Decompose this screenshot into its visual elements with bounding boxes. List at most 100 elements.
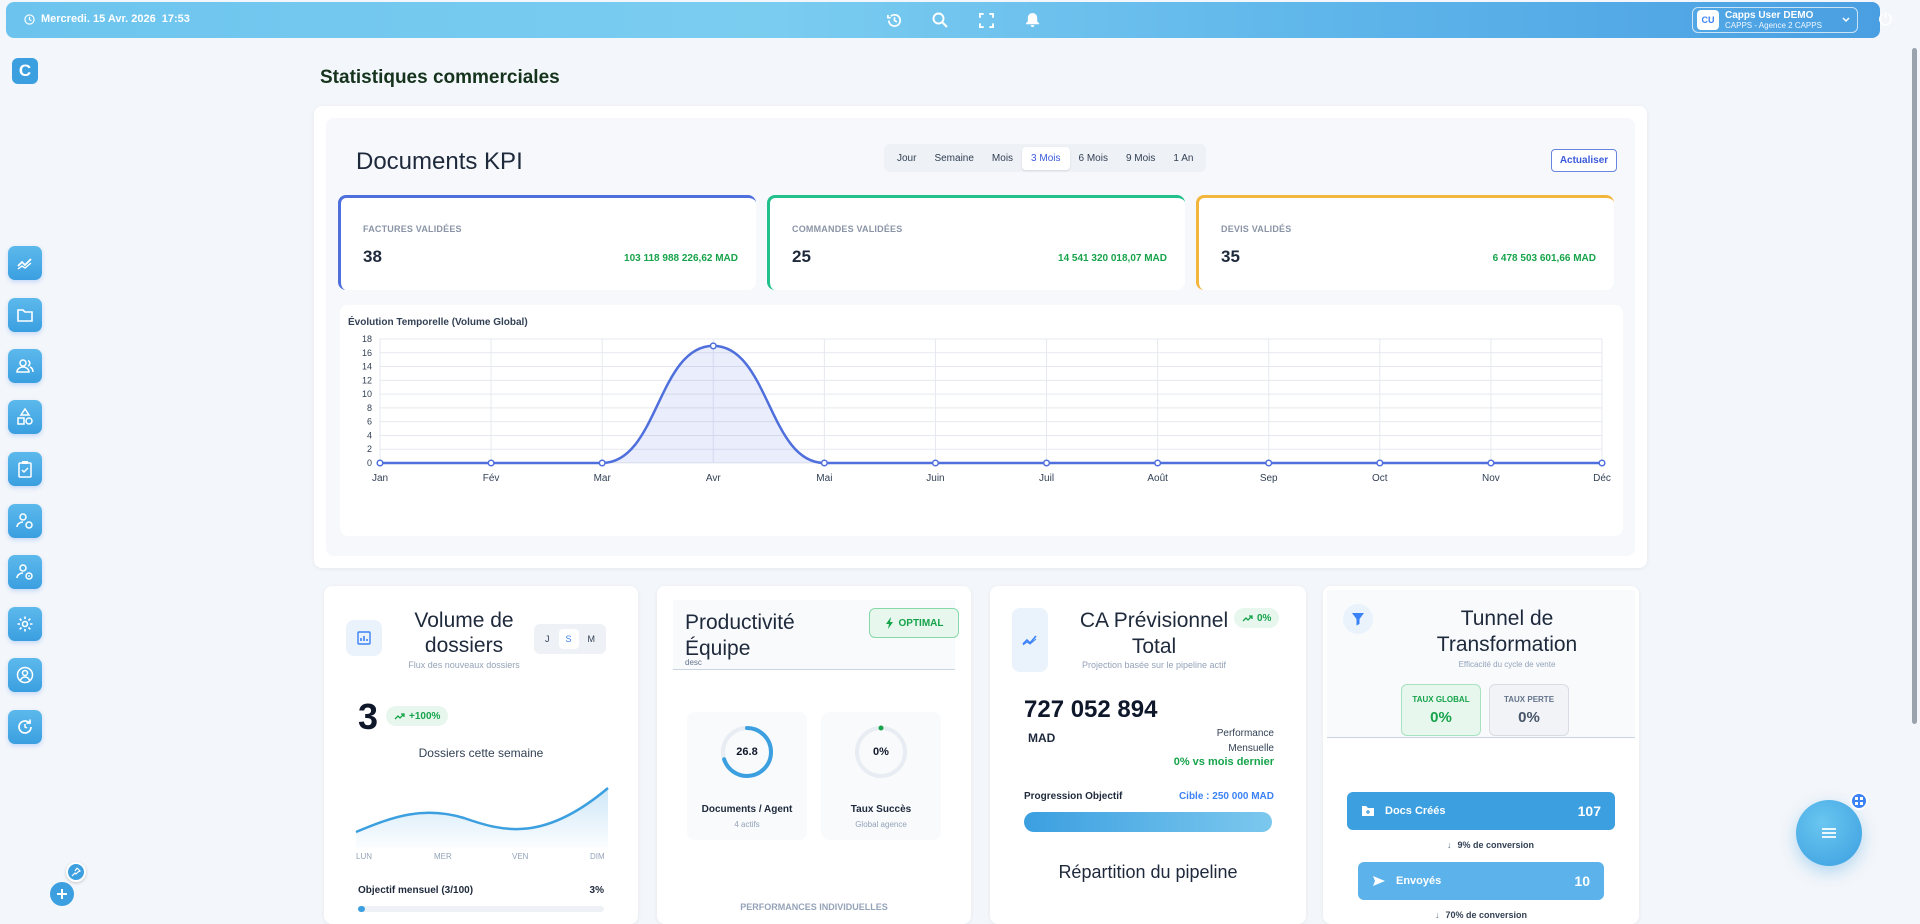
forecast-icon-badge: [1012, 608, 1048, 672]
funnel-subtitle: Efficacité du cycle de vente: [1458, 660, 1556, 669]
user-menu[interactable]: CU Capps User DEMO CAPPS - Agence 2 CAPP…: [1692, 7, 1858, 33]
history-icon[interactable]: [884, 10, 904, 30]
sidebar-item-clients[interactable]: [8, 349, 42, 383]
volume-chart-svg: 0 2 4 6 8 10 12 14 16 18 Jan Fév Mar Avr Mai Juin Juil Ao…: [362, 334, 1611, 484]
metric-value: 26.8: [736, 746, 758, 758]
x-tick-label: Mai: [816, 473, 832, 484]
period-3-mois[interactable]: 3 Mois: [1022, 146, 1070, 170]
sidebar-item-agents[interactable]: [8, 555, 42, 589]
sidebar-item-sync[interactable]: [8, 710, 42, 744]
y-tick-label: 4: [367, 430, 372, 440]
goal-percent: 3%: [589, 885, 604, 896]
power-icon[interactable]: [1878, 11, 1893, 31]
metric-value: 0%: [873, 746, 889, 758]
stat-count: 25: [792, 247, 811, 266]
period-6-mois[interactable]: 6 Mois: [1078, 152, 1108, 164]
x-tick-label: Juil: [1039, 473, 1054, 484]
vs-last-month: 0% vs mois dernier: [1173, 756, 1274, 768]
funnel-title: Tunnel de Transformation: [1436, 607, 1578, 656]
period-9-mois[interactable]: 9 Mois: [1125, 152, 1156, 164]
toggle-s[interactable]: S: [558, 629, 579, 649]
user-name: Capps User DEMO: [1725, 9, 1814, 21]
forecast-card: CA Prévisionnel Total 0% Projection basé…: [990, 586, 1306, 924]
x-tick-label: Fév: [483, 473, 500, 484]
period-jour[interactable]: Jour: [897, 152, 917, 164]
pin-sidebar-button[interactable]: [66, 862, 86, 882]
bell-icon[interactable]: [1022, 10, 1042, 30]
y-tick-label: 10: [362, 389, 372, 399]
chevron-down-icon: [1842, 17, 1850, 23]
sidebar-item-tasks[interactable]: [8, 452, 42, 486]
volume-title: Volume de dossiers: [414, 609, 514, 657]
menu-icon: [1822, 828, 1836, 838]
scrollbar-thumb[interactable]: [1912, 48, 1917, 724]
stat-card-invoices: FACTURES VALIDÉES 38 103 118 988 226,62 …: [338, 195, 756, 290]
series-area: [380, 345, 1602, 463]
volume-dossiers-card: Volume de dossiers Flux des nouveaux dos…: [324, 586, 638, 924]
documents-kpi-card: Documents KPI Jour Semaine Mois 3 Mois 6…: [314, 106, 1647, 568]
data-point: [1376, 459, 1384, 467]
day-label: VEN: [512, 852, 529, 861]
sidebar-item-stats[interactable]: [8, 246, 42, 280]
toggle-m[interactable]: M: [587, 634, 596, 644]
day-label: LUN: [356, 852, 373, 861]
x-tick-label: Sep: [1260, 473, 1278, 484]
y-tick-label: 16: [362, 348, 372, 358]
avatar: CU: [1697, 10, 1719, 30]
period-mois[interactable]: Mois: [991, 152, 1014, 164]
search-icon[interactable]: [930, 10, 950, 30]
productivity-card: Productivité Équipe desc OPTIMAL 26.8 Do…: [657, 586, 971, 924]
data-point: [376, 459, 384, 467]
refresh-button[interactable]: Actualiser: [1551, 149, 1617, 172]
metric-sub: Global agence: [855, 820, 907, 829]
user-group-alt-icon: [16, 564, 33, 580]
account-icon: [16, 666, 34, 684]
forecast-title: CA Prévisionnel Total: [1079, 609, 1229, 658]
app-logo[interactable]: C: [12, 58, 38, 84]
goal-progress-fill: [358, 906, 366, 912]
data-point: [1154, 459, 1162, 467]
menu-fab[interactable]: [1796, 800, 1862, 866]
stat-amount: 103 118 988 226,62 MAD: [624, 253, 738, 264]
stat-amount: 6 478 503 601,66 MAD: [1492, 253, 1596, 264]
add-button[interactable]: [50, 882, 74, 906]
y-tick-label: 14: [362, 362, 372, 372]
sidebar-item-account[interactable]: [8, 658, 42, 692]
send-icon: [1373, 876, 1385, 886]
bar-chart-icon: [357, 631, 371, 645]
sidebar-item-settings[interactable]: [8, 607, 42, 641]
period-semaine[interactable]: Semaine: [934, 152, 974, 164]
forecast-badge: 0%: [1234, 608, 1280, 628]
funnel-step-created[interactable]: Docs Créés 107: [1347, 792, 1615, 830]
loss-rate-label: TAUX PERTE: [1503, 695, 1555, 704]
individual-performance-heading: PERFORMANCES INDIVIDUELLES: [740, 902, 888, 912]
perf-line-2: Mensuelle: [1228, 743, 1274, 754]
optimal-label: OPTIMAL: [898, 617, 944, 629]
productivity-desc: desc: [685, 658, 702, 667]
shapes-icon: [17, 408, 33, 425]
objective-progress-bar: [1024, 812, 1272, 832]
sidebar-item-folders[interactable]: [8, 298, 42, 332]
arrow-down-icon: ↓: [1447, 840, 1452, 850]
apps-badge[interactable]: [1850, 792, 1868, 810]
grid-icon: [1855, 797, 1863, 805]
user-group-icon: [16, 513, 33, 529]
forecast-currency: MAD: [1028, 731, 1056, 745]
funnel-step-sent[interactable]: Envoyés 10: [1358, 862, 1604, 900]
loss-rate-box: TAUX PERTE 0%: [1489, 684, 1569, 736]
y-tick-label: 8: [367, 403, 372, 413]
clock-icon: [24, 13, 35, 25]
trend-line-icon: [1022, 635, 1037, 646]
kpi-panel: Documents KPI Jour Semaine Mois 3 Mois 6…: [326, 118, 1635, 556]
user-agency: CAPPS - Agence 2 CAPPS: [1725, 20, 1822, 30]
settings-icon: [17, 616, 33, 632]
conversion-text: 9% de conversion: [1457, 840, 1535, 850]
sidebar-item-teams[interactable]: [8, 504, 42, 538]
forecast-subtitle: Projection basée sur le pipeline actif: [1081, 660, 1227, 670]
fullscreen-icon[interactable]: [976, 10, 996, 30]
sidebar-item-catalog[interactable]: [8, 400, 42, 434]
period-1-an[interactable]: 1 An: [1173, 152, 1194, 164]
goal-progress-bar: [358, 906, 604, 912]
trend-up-icon: [1242, 615, 1253, 622]
toggle-j[interactable]: J: [545, 634, 550, 644]
